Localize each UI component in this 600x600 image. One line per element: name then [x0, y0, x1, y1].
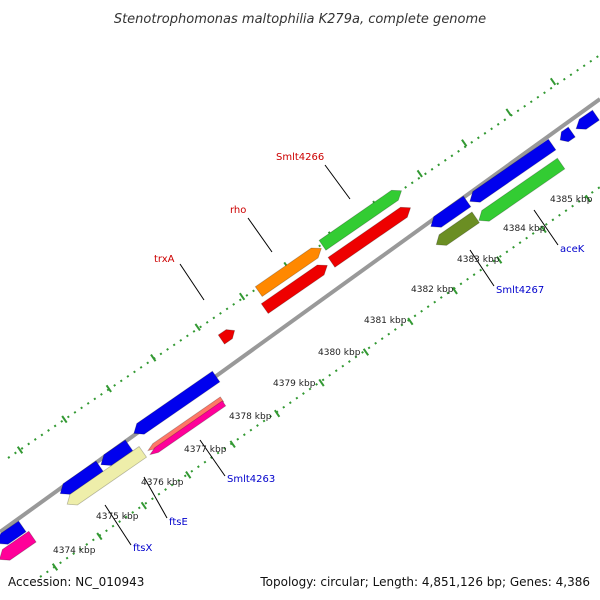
tick-mark: [140, 501, 147, 510]
gene-label-acek: aceK: [560, 244, 585, 255]
ruler-label: 4384 kbp: [503, 224, 546, 234]
tick-mark: [461, 139, 468, 147]
tick-mark: [96, 532, 103, 541]
tick-mark: [451, 286, 458, 295]
map-title: Stenotrophomonas maltophilia K279a, comp…: [114, 12, 486, 27]
tick-mark: [540, 225, 547, 234]
cds-rho: [254, 247, 322, 298]
gene-label-smlt4266: Smlt4266: [276, 152, 324, 163]
tick-mark: [584, 194, 592, 203]
cds-reverse-right: [575, 109, 600, 130]
cds-smlt4266-green: [318, 189, 403, 251]
ruler-label: 4377 kbp: [184, 445, 227, 455]
tick-mark: [362, 348, 370, 356]
cds-smlt4267: [435, 211, 480, 246]
tick-marks: [16, 77, 592, 571]
tick-mark: [150, 354, 157, 362]
ruler-label: 4380 kbp: [318, 348, 361, 358]
cds-acek: [478, 157, 566, 222]
tick-mark: [61, 415, 68, 424]
gene-features: [0, 109, 600, 561]
label-leader-rho: [247, 217, 273, 253]
reverse-labels: ftsX ftsE Smlt4263 Smlt4267 aceK: [104, 209, 585, 554]
ruler-labels: 4374 kbp 4375 kbp 4376 kbp 4377 kbp 4378…: [53, 195, 593, 556]
cds-pink-left: [0, 530, 37, 561]
label-leader-smlt4267: [469, 249, 495, 287]
tick-mark: [105, 384, 112, 393]
label-leader-smlt4266: [324, 164, 351, 200]
ruler-label: 4383 kbp: [457, 255, 500, 265]
tick-mark: [239, 292, 246, 301]
cds-trxa: [217, 329, 236, 345]
label-leader-acek: [533, 209, 559, 246]
topology-summary-text: Topology: circular; Length: 4,851,126 bp…: [259, 575, 590, 589]
gene-label-smlt4263: Smlt4263: [227, 474, 275, 485]
tick-mark: [274, 409, 281, 418]
cds-smlt4263-pink: [149, 400, 227, 456]
gene-label-rho: rho: [230, 205, 246, 216]
ruler-label: 4379 kbp: [273, 379, 316, 389]
forward-labels: trxA rho Smlt4266: [154, 152, 351, 301]
gene-label-trxa: trxA: [154, 254, 175, 265]
gene-label-ftsx: ftsX: [133, 543, 152, 554]
cds-reverse: [430, 195, 472, 228]
cds-reverse: [59, 460, 104, 495]
tick-mark: [185, 471, 192, 479]
label-leader-ftsx: [104, 504, 132, 546]
tick-mark: [16, 446, 24, 454]
inner-dotted-line: [39, 186, 600, 578]
cds-smlt4263-salmon: [147, 396, 225, 452]
label-leader-ftse: [143, 476, 168, 519]
cds-ftsx: [66, 445, 148, 506]
ruler-label: 4382 kbp: [411, 285, 454, 295]
cds-reverse: [559, 126, 576, 143]
cds-rho-red: [260, 264, 328, 315]
tick-mark: [194, 323, 201, 332]
accession-text: Accession: NC_010943: [8, 575, 144, 589]
tick-mark: [416, 169, 423, 178]
ruler-label: 4378 kbp: [229, 412, 272, 422]
ruler-label: 4375 kbp: [96, 512, 139, 522]
tick-mark: [549, 77, 557, 86]
genome-backbone: [0, 97, 600, 534]
tick-mark: [229, 440, 236, 449]
tick-mark: [318, 378, 325, 387]
cds-smlt4266-red: [327, 206, 412, 268]
tick-mark: [496, 256, 503, 264]
ruler-label: 4381 kbp: [364, 316, 407, 326]
label-leader-trxa: [179, 263, 205, 301]
cds-ftse: [133, 370, 221, 435]
cds-reverse-left: [0, 520, 27, 545]
tick-mark: [505, 108, 512, 117]
gene-label-smlt4267: Smlt4267: [496, 285, 544, 296]
ruler-label: 4376 kbp: [141, 478, 184, 488]
ruler-label: 4385 kbp: [550, 195, 593, 205]
ruler-label: 4374 kbp: [53, 546, 96, 556]
tick-mark: [51, 563, 59, 571]
label-leader-smlt4263: [199, 439, 226, 477]
cds-reverse: [100, 439, 134, 466]
tick-mark: [407, 317, 414, 326]
gene-label-ftse: ftsE: [169, 517, 188, 528]
cds-reverse: [469, 138, 557, 203]
